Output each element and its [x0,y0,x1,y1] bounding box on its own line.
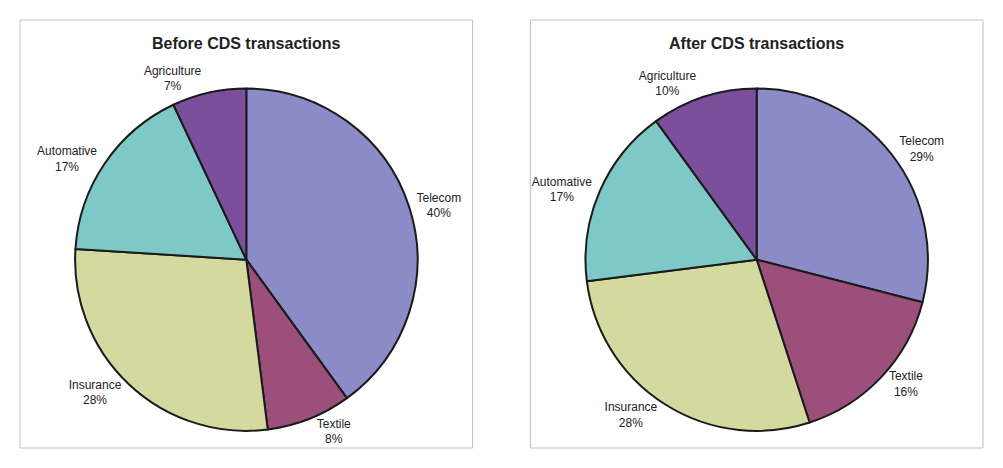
svg-text:Insurance28%: Insurance28% [69,378,122,408]
svg-text:Insurance28%: Insurance28% [605,400,658,430]
svg-text:Textile8%: Textile8% [317,417,351,447]
svg-text:Automative17%: Automative17% [532,175,592,205]
svg-text:Textile16%: Textile16% [889,369,923,399]
svg-text:Agriculture10%: Agriculture10% [639,69,697,99]
svg-text:Before CDS transactions: Before CDS transactions [152,35,341,52]
svg-text:Telecom40%: Telecom40% [417,191,462,221]
svg-text:After CDS transactions: After CDS transactions [669,35,844,52]
svg-text:Telecom29%: Telecom29% [899,134,944,164]
svg-text:Agriculture7%: Agriculture7% [144,64,202,94]
svg-text:Automative17%: Automative17% [37,144,97,174]
